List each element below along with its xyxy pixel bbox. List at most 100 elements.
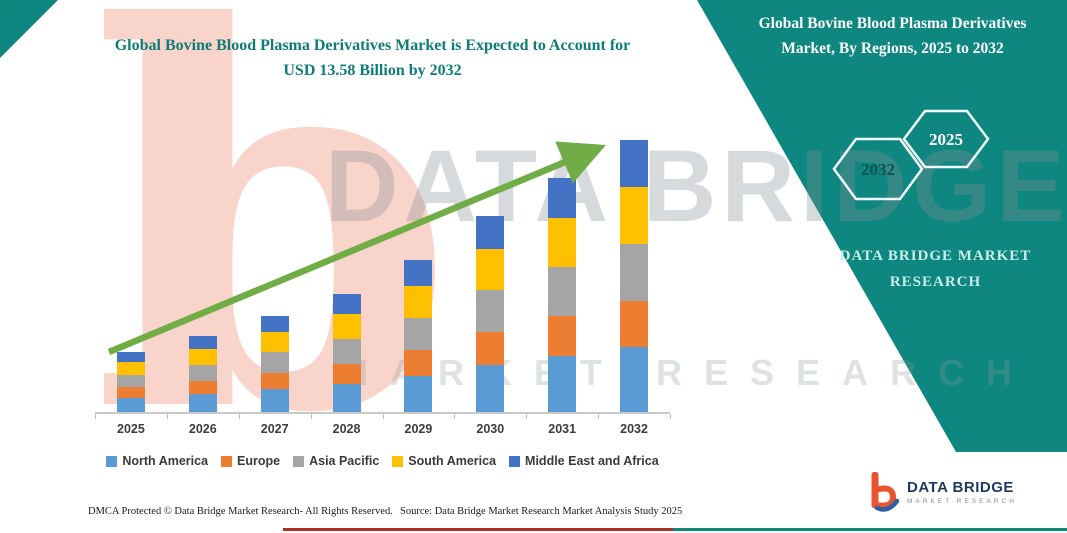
corner-triangle — [0, 0, 58, 58]
legend-label: Middle East and Africa — [525, 454, 659, 468]
bar-segment — [116, 387, 145, 398]
stacked-bar-2027 — [260, 316, 289, 412]
legend-item: Europe — [221, 454, 280, 468]
side-panel-title: Global Bovine Blood Plasma Derivatives M… — [758, 15, 1027, 57]
stacked-bar-2032 — [620, 140, 649, 412]
legend-label: South America — [408, 454, 497, 468]
legend-label: Asia Pacific — [309, 454, 380, 468]
legend-swatch — [106, 455, 118, 467]
bar-segment — [188, 364, 217, 381]
company-logo: DATA BRIDGE MARKET RESEARCH — [868, 472, 1017, 512]
x-axis-label: 2026 — [188, 422, 217, 436]
panel-brand-line1: DATA BRIDGE MARKET — [839, 248, 1032, 264]
plot-area — [95, 140, 671, 419]
x-axis-ticks — [95, 412, 671, 419]
bar-segment — [260, 332, 289, 353]
bar-segment — [620, 346, 649, 412]
hexagon-2025 — [902, 109, 990, 169]
bar-segment — [548, 217, 577, 267]
legend-item: North America — [106, 454, 208, 468]
hexagon-2032-label: 2032 — [861, 160, 895, 179]
bar-segment — [332, 294, 361, 315]
x-axis-labels: 2025 2026 2027 2028 2029 2030 2031 2032 — [95, 422, 670, 436]
bar-segment — [188, 336, 217, 349]
legend-item: South America — [392, 454, 496, 468]
bar-segment — [116, 352, 145, 363]
bar-segment — [476, 331, 505, 365]
legend-swatch — [392, 455, 404, 467]
bar-segment — [476, 365, 505, 412]
x-axis-label: 2025 — [117, 422, 145, 436]
hexagon-badges: 2032 2025 — [832, 109, 990, 201]
bar-slot — [598, 140, 670, 412]
panel-brand-line2: RESEARCH — [889, 273, 982, 290]
bar-segment — [332, 314, 361, 339]
bar-slot — [239, 140, 311, 412]
stacked-bar-2031 — [548, 178, 577, 412]
bar-segment — [476, 290, 505, 332]
bar-slot — [526, 140, 598, 412]
stacked-bar-2025 — [116, 352, 145, 412]
logo-b-icon — [871, 472, 900, 512]
bar-segment — [404, 349, 433, 376]
stacked-bar-2029 — [404, 260, 433, 412]
footer-line-red — [283, 528, 673, 531]
bar-slot — [311, 140, 383, 412]
x-axis-label: 2027 — [260, 422, 289, 436]
bar-segment — [404, 317, 433, 350]
axis-tick — [310, 414, 312, 419]
bar-segment — [404, 285, 433, 318]
legend-label: North America — [122, 454, 209, 468]
bar-segment — [620, 140, 649, 187]
axis-tick — [598, 414, 600, 419]
bar-segment — [188, 380, 217, 394]
stacked-bar-2028 — [332, 294, 361, 412]
bar-segment — [620, 300, 649, 347]
bar-segment — [548, 178, 577, 218]
axis-tick — [166, 414, 168, 419]
bar-segment — [188, 393, 217, 412]
bar-segment — [476, 249, 505, 291]
axis-tick — [95, 414, 96, 419]
legend-item: Middle East and Africa — [509, 454, 659, 468]
stacked-bar-2026 — [188, 336, 217, 412]
panel-brand-text: DATA BRIDGE MARKET RESEARCH — [818, 244, 1053, 295]
bar-slot — [383, 140, 455, 412]
axis-tick — [454, 414, 456, 419]
bar-segment — [116, 374, 145, 388]
axis-tick — [526, 414, 528, 419]
bar-slot — [454, 140, 526, 412]
footer-source-text: Source: Data Bridge Market Research Mark… — [400, 506, 683, 517]
bar-segment — [548, 316, 577, 356]
hexagon-2032 — [832, 137, 924, 201]
chart-title: Global Bovine Blood Plasma Derivatives M… — [114, 37, 631, 79]
bar-segment — [188, 348, 217, 365]
footer-dmca-text: DMCA Protected © Data Bridge Market Rese… — [88, 506, 393, 517]
bar-segment — [476, 216, 505, 250]
bar-segment — [332, 383, 361, 412]
x-axis-label: 2028 — [332, 422, 361, 436]
bar-segment — [548, 266, 577, 317]
legend-label: Europe — [237, 454, 281, 468]
bar-segment — [404, 260, 433, 286]
axis-tick — [670, 414, 671, 419]
bar-segment — [260, 316, 289, 333]
bar-segment — [548, 355, 577, 412]
stacked-bar-2030 — [476, 216, 505, 412]
logo-brand-name: DATA BRIDGE — [907, 479, 1014, 496]
legend: North America Europe Asia Pacific South Ame… — [90, 454, 675, 468]
bar-segment — [260, 352, 289, 373]
logo-brand-sub: MARKET RESEARCH — [907, 498, 1017, 505]
x-axis-label: 2030 — [476, 422, 505, 436]
legend-swatch — [221, 455, 233, 467]
bar-segment — [332, 338, 361, 364]
bar-segment — [332, 363, 361, 384]
x-axis-label: 2032 — [620, 422, 648, 436]
x-axis-label: 2031 — [548, 422, 577, 436]
bar-segment — [116, 397, 145, 412]
axis-tick — [238, 414, 240, 419]
axis-tick — [382, 414, 384, 419]
legend-swatch — [293, 455, 305, 467]
stacked-bar-chart: 2025 2026 2027 2028 2029 2030 2031 2032 — [95, 140, 671, 436]
